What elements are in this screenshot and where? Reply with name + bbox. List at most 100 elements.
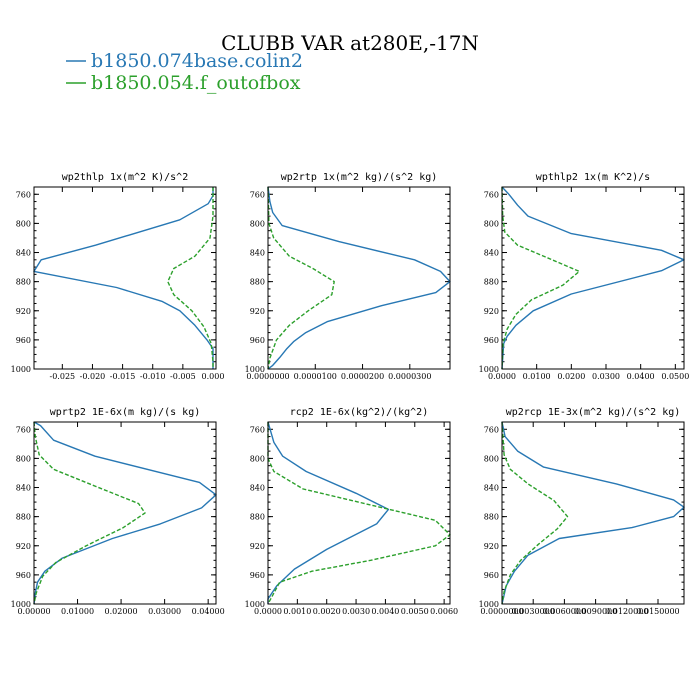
series-line-outofbox	[501, 186, 580, 370]
legend-label-base: b1850.074base.colin2	[91, 50, 303, 72]
x-tick-label: 0.000	[202, 372, 225, 381]
series-line-base	[501, 186, 685, 370]
figure-title: CLUBB VAR at280E,-17N	[221, 31, 479, 55]
y-tick-label: 760	[16, 190, 31, 199]
x-tick-label: 0.0090000	[574, 607, 617, 616]
x-tick-label: 0.0060	[430, 607, 458, 616]
x-tick-label: -0.020	[80, 372, 106, 381]
y-tick-label: 920	[250, 307, 265, 316]
panel-title: wp2rcp 1E-3x(m^2 kg)/(s^2 kg)	[506, 407, 681, 418]
x-tick-label: 0.0150000	[636, 607, 679, 616]
panel-title: wpthlp2 1x(m K^2)/s	[536, 172, 650, 183]
x-tick-label: -0.010	[140, 372, 166, 381]
y-tick-label: 800	[16, 454, 31, 463]
y-tick-label: 760	[484, 190, 499, 199]
x-tick-label: 0.0000000	[480, 607, 523, 616]
y-tick-label: 840	[484, 484, 499, 493]
y-tick-label: 1000	[479, 365, 499, 374]
plot-frame	[267, 186, 451, 370]
y-tick-label: 880	[16, 513, 31, 522]
x-tick-label: 0.0030	[342, 607, 370, 616]
x-tick-label: 0.00000	[17, 607, 50, 616]
y-tick-label: 760	[16, 425, 31, 434]
series-line-base	[267, 186, 451, 370]
y-tick-label: 760	[484, 425, 499, 434]
panel-2: wp2rtp 1x(m^2 kg)/(s^2 kg) 760 800 840 880 92…	[245, 172, 451, 381]
panel-4: wprtp2 1E-6x(m kg)/(s kg) 760 800 840 880 920…	[11, 407, 225, 616]
panel-grid: wp2thlp 1x(m^2 K)/s^2 760 800 840 880 920 960 1…	[11, 172, 690, 616]
x-tick-label: 0.0120000	[605, 607, 648, 616]
y-tick-label: 1000	[479, 600, 499, 609]
y-tick-label: 1000	[245, 365, 265, 374]
x-tick-label: 0.0050	[401, 607, 429, 616]
panel-6: wp2rcp 1E-3x(m^2 kg)/(s^2 kg) 760 800 840 88…	[479, 407, 685, 616]
x-tick-label: 0.02000	[105, 607, 138, 616]
y-tick-label: 960	[16, 571, 31, 580]
x-tick-label: 0.0000100	[294, 372, 337, 381]
x-tick-label: 0.0000200	[341, 372, 384, 381]
x-tick-label: 0.03000	[148, 607, 181, 616]
panel-5: rcp2 1E-6x(kg^2)/(kg^2) 760 800 840 880 920 96…	[245, 407, 458, 616]
x-tick-label: 0.0000	[488, 372, 516, 381]
x-tick-label: 0.04000	[192, 607, 225, 616]
panel-1: wp2thlp 1x(m^2 K)/s^2 760 800 840 880 920 960 1…	[11, 172, 225, 381]
y-tick-label: 920	[250, 542, 265, 551]
legend: b1850.074base.colin2 b1850.054.f_outofbo…	[66, 50, 303, 94]
panel-title: wprtp2 1E-6x(m kg)/(s kg)	[50, 407, 201, 418]
y-tick-label: 760	[250, 425, 265, 434]
y-tick-label: 960	[250, 336, 265, 345]
y-tick-label: 880	[16, 278, 31, 287]
y-tick-label: 840	[484, 249, 499, 258]
y-tick-label: 920	[16, 542, 31, 551]
y-tick-label: 1000	[11, 365, 31, 374]
x-tick-label: 0.0020	[313, 607, 341, 616]
y-tick-label: 880	[484, 513, 499, 522]
series-line-base	[33, 421, 217, 605]
y-tick-label: 960	[16, 336, 31, 345]
y-tick-label: 800	[250, 454, 265, 463]
x-tick-label: 0.0040	[371, 607, 399, 616]
y-tick-label: 960	[484, 336, 499, 345]
y-tick-label: 840	[16, 249, 31, 258]
y-tick-label: 1000	[11, 600, 31, 609]
series-line-base	[501, 421, 685, 605]
x-tick-label: 0.0000300	[388, 372, 431, 381]
x-tick-label: 0.0100	[523, 372, 551, 381]
plot-frame	[33, 421, 217, 605]
x-tick-label: 0.0200	[557, 372, 585, 381]
y-tick-label: 960	[484, 571, 499, 580]
x-tick-label: 0.0500	[661, 372, 689, 381]
y-tick-label: 920	[484, 307, 499, 316]
y-tick-label: 800	[250, 219, 265, 228]
y-tick-label: 960	[250, 571, 265, 580]
series-line-base	[267, 421, 390, 604]
series-line-outofbox	[167, 187, 214, 369]
panel-title: rcp2 1E-6x(kg^2)/(kg^2)	[290, 407, 428, 418]
y-tick-label: 800	[16, 219, 31, 228]
x-tick-label: 0.0030000	[512, 607, 555, 616]
series-line-base	[33, 187, 214, 369]
y-tick-label: 920	[484, 542, 499, 551]
y-tick-label: 880	[250, 278, 265, 287]
x-tick-label: 0.0300	[592, 372, 620, 381]
panel-title: wp2thlp 1x(m^2 K)/s^2	[62, 172, 188, 183]
x-tick-label: -0.015	[110, 372, 136, 381]
series-line-outofbox	[33, 421, 146, 605]
y-tick-label: 840	[16, 484, 31, 493]
y-tick-label: 880	[484, 278, 499, 287]
legend-label-outofbox: b1850.054.f_outofbox	[91, 72, 301, 94]
y-tick-label: 1000	[245, 600, 265, 609]
panel-3: wpthlp2 1x(m K^2)/s 760 800 840 880 920 960 100…	[479, 172, 690, 381]
x-tick-label: 0.01000	[61, 607, 94, 616]
y-tick-label: 800	[484, 219, 499, 228]
y-tick-label: 840	[250, 484, 265, 493]
x-tick-label: 0.0060000	[543, 607, 586, 616]
plot-frame	[33, 186, 217, 370]
x-tick-label: -0.005	[170, 372, 196, 381]
y-tick-label: 800	[484, 454, 499, 463]
y-tick-label: 920	[16, 307, 31, 316]
plot-frame	[267, 421, 451, 605]
x-tick-label: 0.0010	[283, 607, 311, 616]
y-tick-label: 760	[250, 190, 265, 199]
